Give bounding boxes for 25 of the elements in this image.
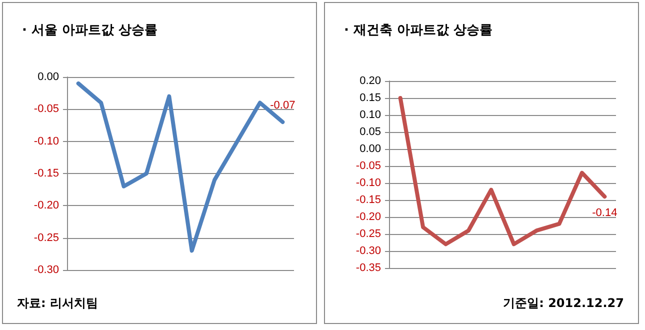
- y-tick-label: -0.35: [356, 262, 381, 274]
- y-tick-label: 0.10: [360, 109, 381, 121]
- y-tick-label: -0.25: [356, 228, 381, 240]
- y-tick-label: -0.25: [34, 232, 59, 244]
- text: 기준일: 2012.12.27: [503, 296, 624, 310]
- y-tick-label: -0.15: [34, 168, 59, 180]
- data-label: -0.14: [592, 207, 618, 220]
- y-tick-label: -0.10: [34, 135, 59, 148]
- y-tick-label: -0.30: [356, 245, 381, 257]
- y-tick-label: 0.05: [360, 126, 381, 138]
- y-tick-label: -0.10: [356, 177, 381, 189]
- chart-title: · 재건축 아파트값 상승률: [344, 23, 493, 38]
- y-tick-label: -0.15: [356, 194, 381, 206]
- y-tick-label: 0.00: [360, 143, 381, 155]
- data-label: -0.07: [270, 100, 296, 112]
- y-tick-label: 0.00: [38, 71, 59, 83]
- y-tick-label: 0.20: [360, 75, 381, 87]
- y-tick-label: -0.05: [356, 160, 381, 172]
- text: 자료: 리서치팀: [17, 296, 98, 310]
- y-tick-label: -0.20: [34, 200, 59, 212]
- y-tick-label: -0.30: [34, 264, 59, 276]
- y-tick-label: 0.15: [360, 92, 381, 104]
- y-tick-label: -0.05: [34, 103, 59, 116]
- y-tick-label: -0.20: [356, 211, 381, 223]
- chart-title: · 서울 아파트값 상승률: [22, 23, 158, 38]
